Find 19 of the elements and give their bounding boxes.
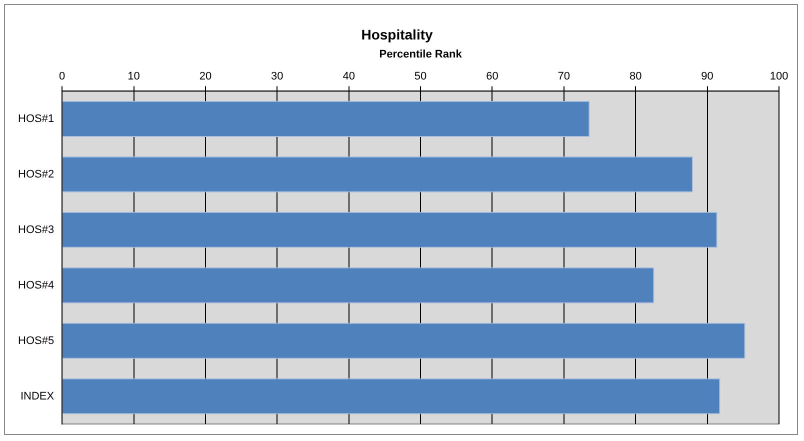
x-tick-label: 50 (414, 70, 427, 83)
x-tick-label: 60 (486, 70, 498, 83)
y-tick-label: HOS#3 (18, 224, 54, 236)
x-axis-title: Percentile Rank (379, 48, 463, 60)
chart-title: Hospitality (361, 26, 433, 42)
y-tick-label: HOS#4 (18, 279, 54, 292)
x-tick-label: 80 (629, 70, 642, 83)
y-tick-label: HOS#1 (18, 112, 54, 125)
y-tick-label: INDEX (20, 390, 55, 402)
x-tick-label: 90 (701, 70, 714, 83)
x-tick-label: 100 (770, 70, 788, 83)
y-tick-label: HOS#2 (18, 168, 54, 180)
x-tick-label: 70 (558, 70, 570, 83)
x-tick-label: 20 (199, 70, 212, 83)
x-tick-label: 10 (128, 70, 140, 83)
x-tick-label: 0 (59, 70, 66, 83)
x-tick-label: 30 (271, 70, 284, 83)
y-tick-label: HOS#5 (18, 334, 54, 347)
x-tick-label: 40 (342, 70, 355, 83)
